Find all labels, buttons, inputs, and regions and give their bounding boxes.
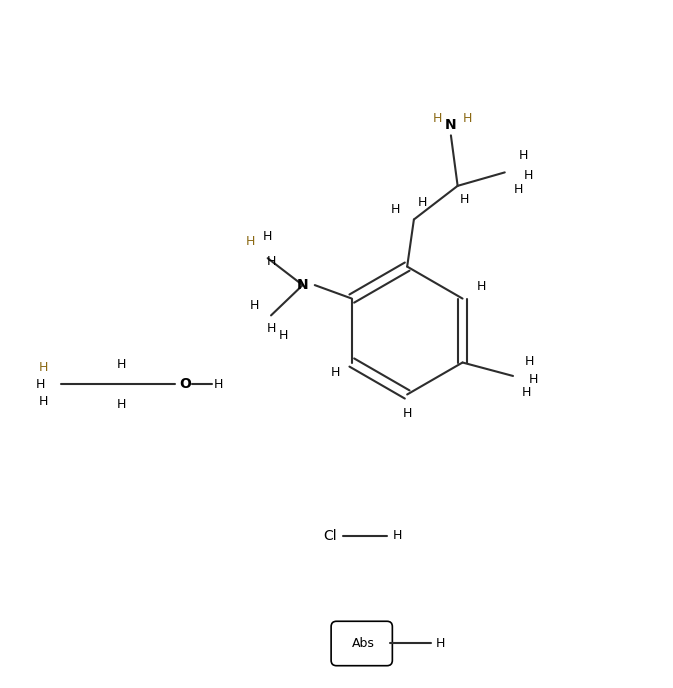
Text: H: H bbox=[116, 398, 126, 411]
Text: H: H bbox=[246, 235, 256, 248]
FancyBboxPatch shape bbox=[331, 621, 392, 666]
Text: H: H bbox=[528, 373, 538, 386]
Text: H: H bbox=[279, 329, 288, 342]
Text: H: H bbox=[522, 386, 531, 399]
Text: H: H bbox=[463, 112, 472, 125]
Text: H: H bbox=[402, 407, 412, 420]
Text: H: H bbox=[433, 112, 442, 125]
Text: H: H bbox=[392, 529, 402, 542]
Text: N: N bbox=[445, 118, 457, 132]
Text: H: H bbox=[390, 203, 400, 216]
Text: H: H bbox=[330, 366, 340, 379]
Text: H: H bbox=[267, 323, 276, 335]
Text: H: H bbox=[39, 395, 48, 408]
Text: H: H bbox=[263, 230, 273, 243]
Text: H: H bbox=[116, 358, 126, 371]
Text: H: H bbox=[524, 169, 533, 182]
Text: H: H bbox=[214, 378, 223, 391]
Text: Cl: Cl bbox=[323, 529, 336, 543]
Text: Abs: Abs bbox=[352, 637, 375, 650]
Text: H: H bbox=[250, 299, 259, 312]
Text: H: H bbox=[39, 361, 48, 374]
Text: H: H bbox=[460, 193, 469, 206]
Text: N: N bbox=[297, 278, 308, 292]
Text: H: H bbox=[417, 196, 427, 209]
Text: H: H bbox=[36, 378, 45, 391]
Text: H: H bbox=[525, 354, 534, 367]
Text: H: H bbox=[519, 149, 528, 162]
Text: H: H bbox=[436, 637, 446, 650]
Text: H: H bbox=[513, 183, 523, 195]
Text: H: H bbox=[476, 280, 486, 293]
Text: O: O bbox=[179, 378, 191, 391]
Text: H: H bbox=[267, 255, 276, 268]
